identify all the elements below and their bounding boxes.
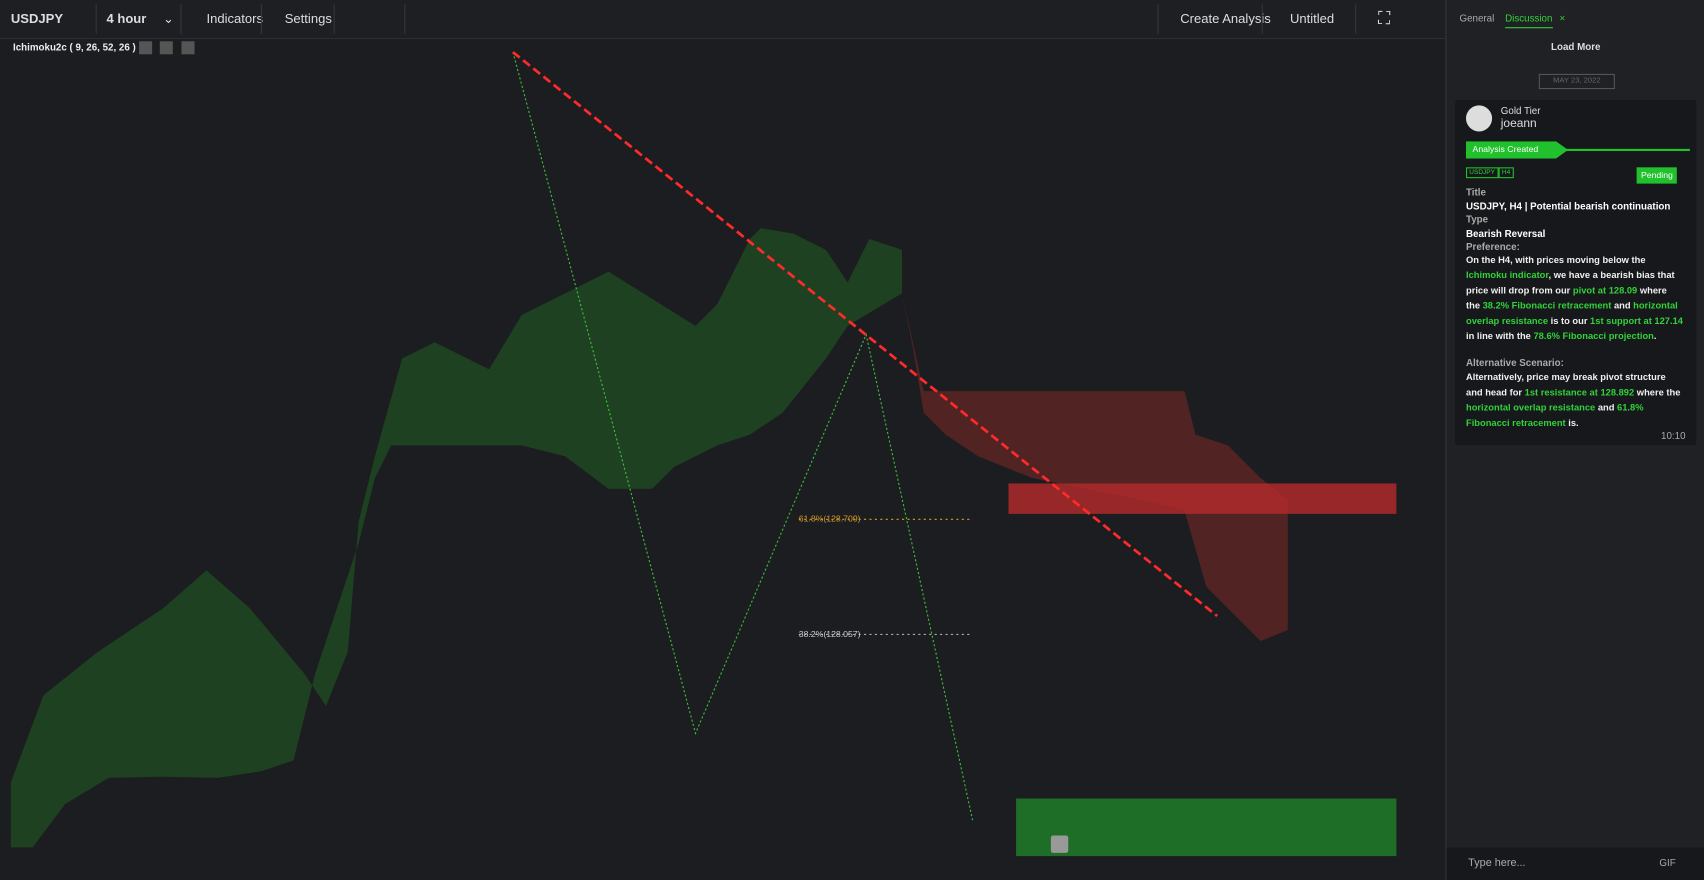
message-input[interactable]: Type here... [1468, 857, 1526, 870]
text-segment: , we have a bearish bias that price will… [1465, 269, 1675, 296]
tab[interactable]: General [1459, 13, 1495, 24]
toolbar: USDJPY 4 hour ⌄ Indicators Settings Crea… [0, 0, 1446, 40]
text-segment: On the H4, with prices moving below the [1465, 254, 1646, 266]
text-segment: horizontal overlap resistance [1465, 401, 1596, 413]
close-tab[interactable]: × [1559, 13, 1566, 24]
indicators-button[interactable]: Indicators [206, 10, 264, 27]
indicator-button[interactable] [181, 41, 195, 55]
text-segment: Ichimoku indicator [1465, 269, 1549, 281]
tag: USDJPY [1465, 167, 1499, 179]
text-segment: Alternatively, price may break pivot str… [1465, 371, 1666, 398]
trend-line [512, 51, 1218, 618]
post-title: USDJPY, H4 | Potential bearish continuat… [1465, 200, 1671, 212]
text-segment: . [1653, 330, 1657, 342]
text-segment: 78.6% Fibonacci projection [1533, 330, 1654, 342]
text-segment: 61.8% Fibonacci retracement [1465, 401, 1644, 429]
interval[interactable]: 4 hour [106, 10, 147, 27]
fullscreen-button[interactable]: ⛶ [1377, 9, 1391, 29]
indicator-button[interactable] [159, 41, 173, 55]
resistance-zone [1008, 483, 1397, 514]
post-type: Bearish Reversal [1465, 228, 1546, 240]
text-segment: pivot at 128.09 [1572, 284, 1638, 296]
separator [1261, 4, 1263, 34]
text-segment: where the [1465, 284, 1667, 311]
separator [333, 4, 335, 34]
text-segment: 38.2% Fibonacci retracement [1482, 299, 1612, 311]
price-axis [1396, 38, 1446, 880]
separator [1355, 4, 1357, 34]
text-segment: is to our [1548, 315, 1591, 326]
text-segment: where the [1634, 386, 1681, 398]
time: 10:10 [1661, 430, 1686, 442]
label: Preference: [1465, 241, 1520, 253]
load-more[interactable]: Load More [1551, 41, 1601, 53]
label: Type [1465, 214, 1489, 225]
settings-button[interactable]: Settings [284, 10, 332, 27]
alternative-text: Alternatively, price may break pivot str… [1466, 369, 1683, 430]
separator [1157, 4, 1159, 34]
date-chip: MAY 23, 2022 [1538, 73, 1615, 90]
preference-text: On the H4, with prices moving below the … [1466, 252, 1683, 343]
separator [404, 4, 406, 34]
layout-button[interactable]: Untitled [1289, 10, 1335, 27]
text-segment: and [1611, 299, 1634, 311]
input-bar: Type here... GIF [1446, 847, 1704, 880]
chart: 61.8%(128.709) 38.2%(128.057) Ichimoku2c… [10, 38, 1446, 880]
separator [95, 4, 97, 34]
ichimoku-cloud-red [901, 293, 1288, 641]
tier: Gold Tier [1500, 105, 1541, 117]
separator [260, 4, 262, 34]
text-segment: in line with the [1465, 330, 1534, 342]
status-line [1559, 148, 1690, 152]
create-analysis-button[interactable]: Create Analysis [1180, 10, 1271, 27]
side-panel: General Discussion × Load More MAY 23, 2… [1445, 0, 1704, 880]
status-badge: Pending [1636, 167, 1678, 184]
text-segment: is. [1565, 417, 1579, 429]
fib-label: 38.2%(128.057) [799, 629, 861, 639]
text-segment: 1st resistance at 128.892 [1524, 386, 1635, 398]
gif-button[interactable]: GIF [1659, 857, 1676, 869]
label: Alternative Scenario: [1465, 357, 1564, 369]
text-segment: horizontal overlap resistance [1465, 299, 1678, 326]
fib-zigzag [512, 52, 974, 821]
symbol[interactable]: USDJPY [10, 10, 64, 27]
label: Title [1465, 186, 1486, 198]
note-icon[interactable] [1050, 835, 1069, 853]
text-segment: 1st support at 127.14 [1590, 315, 1683, 326]
tab-active[interactable]: Discussion [1505, 13, 1553, 29]
support-zone [1016, 798, 1397, 857]
dropdown-arrow[interactable]: ⌄ [163, 10, 174, 27]
separator [180, 4, 182, 34]
fib-label: 61.8%(128.709) [799, 514, 861, 524]
ichimoku-cloud-green [10, 228, 902, 848]
post-card: Gold Tier joeann Analysis Created USDJPY… [1455, 99, 1697, 446]
tag: H4 [1498, 167, 1514, 179]
avatar [1465, 105, 1493, 132]
user: joeann [1500, 117, 1537, 131]
status: Analysis Created [1465, 141, 1569, 159]
text-segment: and [1595, 401, 1618, 413]
indicator-button[interactable] [139, 41, 153, 55]
indicator-label: Ichimoku2c ( 9, 26, 52, 26 ) [13, 42, 136, 53]
